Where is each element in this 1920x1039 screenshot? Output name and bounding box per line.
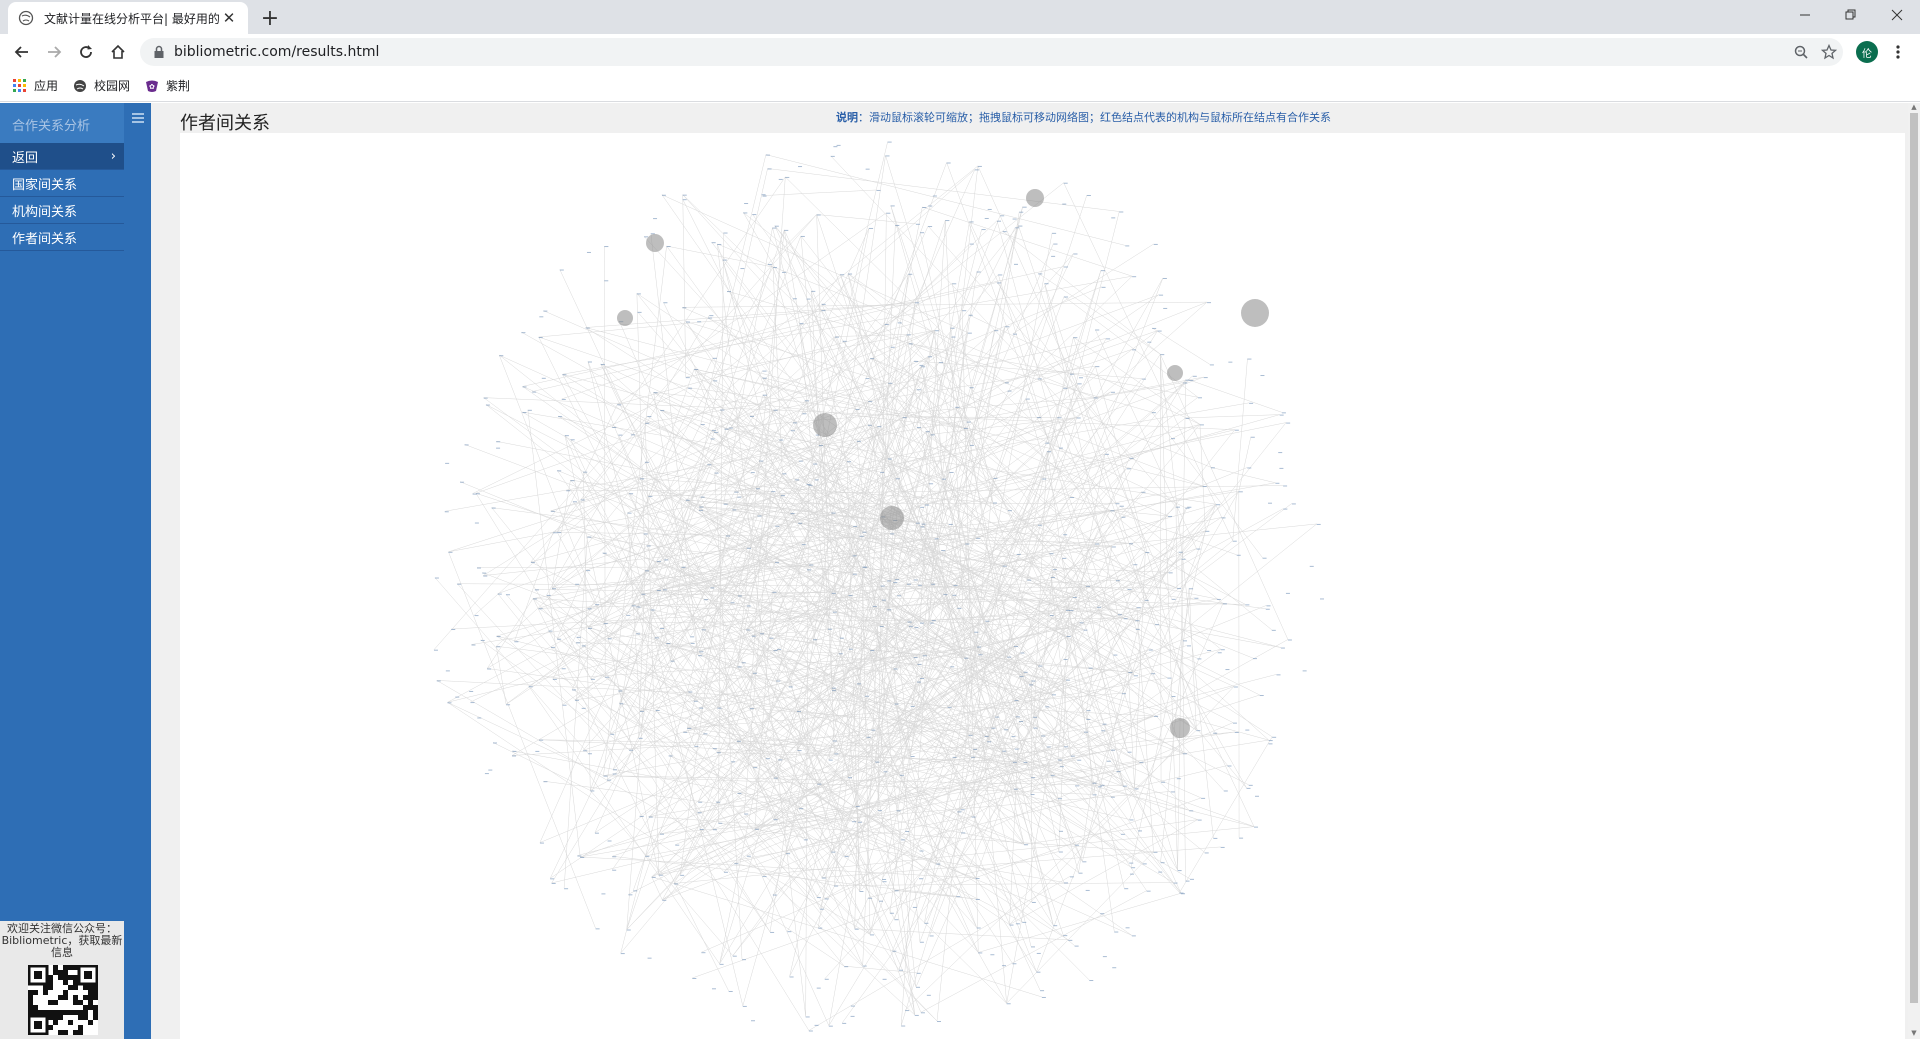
- minimize-button[interactable]: [1782, 0, 1828, 30]
- usage-notice: 说明：滑动鼠标滚轮可缩放；拖拽鼠标可移动网络图；红色结点代表的机构与鼠标所在结点…: [836, 109, 1331, 125]
- notice-text: ：滑动鼠标滚轮可缩放；拖拽鼠标可移动网络图；红色结点代表的机构与鼠标所在结点有合…: [858, 111, 1331, 124]
- globe-icon: [18, 10, 34, 26]
- page-scrollbar[interactable]: ▲ ▼: [1908, 103, 1920, 1039]
- cluster-node[interactable]: [617, 310, 633, 326]
- back-arrow-icon: [14, 46, 28, 58]
- qr-caption: 欢迎关注微信公众号：Bibliometric，获取最新信息: [1, 922, 123, 959]
- close-tab-icon[interactable]: ✕: [222, 9, 236, 27]
- sidebar-menu: 返回 › 国家间关系 机构间关系 作者间关系: [0, 143, 124, 251]
- main-content: 作者间关系 说明：滑动鼠标滚轮可缩放；拖拽鼠标可移动网络图；红色结点代表的机构与…: [152, 103, 1920, 1039]
- bookmark-label: 应用: [34, 79, 59, 93]
- reload-button[interactable]: [72, 38, 100, 66]
- chevron-right-icon: ›: [110, 149, 116, 164]
- address-bar[interactable]: bibliometric.com/results.html: [140, 38, 1843, 66]
- bookmarks-bar: 应用 校园网 ✿ 紫荆: [0, 70, 1920, 102]
- cluster-node[interactable]: [813, 413, 837, 437]
- svg-text:✿: ✿: [149, 83, 155, 91]
- browser-tab[interactable]: 文献计量在线分析平台| 最好用的 ✕: [8, 2, 248, 34]
- new-tab-button[interactable]: +: [260, 5, 280, 31]
- cluster-node[interactable]: [1170, 718, 1190, 738]
- reload-icon: [80, 45, 92, 58]
- sidebar-item-author-relations[interactable]: 作者间关系: [0, 224, 124, 251]
- sidebar-title: 合作关系分析: [12, 119, 91, 134]
- scroll-down-icon[interactable]: ▼: [1911, 1029, 1917, 1037]
- sidebar-item-label: 国家间关系: [12, 177, 78, 193]
- scroll-up-icon[interactable]: ▲: [1911, 103, 1917, 111]
- network-svg[interactable]: [180, 133, 1905, 1039]
- forward-button[interactable]: [40, 38, 68, 66]
- sidebar-item-label: 返回: [12, 150, 39, 166]
- menu-toggle-icon[interactable]: [131, 111, 145, 125]
- zijing-logo-icon: ✿: [144, 78, 160, 94]
- sidebar-item-institution-relations[interactable]: 机构间关系: [0, 197, 124, 224]
- home-icon: [111, 44, 125, 59]
- sidebar-item-back[interactable]: 返回 ›: [0, 143, 124, 170]
- cluster-node[interactable]: [1167, 365, 1183, 381]
- bookmark-apps[interactable]: 应用: [12, 77, 58, 94]
- back-button[interactable]: [8, 38, 36, 66]
- cluster-node[interactable]: [1241, 299, 1269, 327]
- bookmark-label: 紫荆: [166, 79, 191, 93]
- sidebar-item-label: 作者间关系: [12, 231, 78, 247]
- cluster-node[interactable]: [646, 234, 664, 252]
- network-edges: [433, 141, 1317, 1031]
- page-body: 合作关系分析 返回 › 国家间关系 机构间关系 作者间关系 欢迎关注微信公众号：…: [0, 103, 1920, 1039]
- network-nodes[interactable]: [433, 141, 1324, 1032]
- sidebar: 合作关系分析 返回 › 国家间关系 机构间关系 作者间关系 欢迎关注微信公众号：…: [0, 103, 124, 1039]
- bookmark-zijing[interactable]: ✿ 紫荆: [144, 77, 190, 94]
- lock-icon: [152, 45, 166, 59]
- bookmark-star-icon[interactable]: [1815, 38, 1843, 66]
- close-window-button[interactable]: [1874, 0, 1920, 30]
- cluster-node[interactable]: [1026, 189, 1044, 207]
- sidebar-item-country-relations[interactable]: 国家间关系: [0, 170, 124, 197]
- sidebar-header: 合作关系分析: [0, 103, 124, 143]
- qr-code-image: [27, 964, 99, 1036]
- more-menu-icon[interactable]: [1888, 38, 1908, 66]
- sidebar-gutter: [124, 103, 151, 1039]
- home-button[interactable]: [104, 38, 132, 66]
- profile-avatar[interactable]: 伦: [1856, 41, 1878, 63]
- url-text: bibliometric.com/results.html: [174, 44, 380, 60]
- coauthor-network-graph[interactable]: [180, 133, 1905, 1039]
- browser-toolbar: bibliometric.com/results.html 伦: [0, 34, 1920, 70]
- wechat-promo: 欢迎关注微信公众号：Bibliometric，获取最新信息: [0, 921, 124, 1039]
- zoom-icon[interactable]: [1787, 38, 1815, 66]
- tab-title: 文献计量在线分析平台| 最好用的: [44, 11, 220, 26]
- globe-icon: [72, 78, 88, 94]
- restore-button[interactable]: [1828, 0, 1874, 30]
- sidebar-item-label: 机构间关系: [12, 204, 78, 220]
- bookmark-label: 校园网: [94, 79, 131, 93]
- forward-arrow-icon: [48, 46, 62, 58]
- browser-tabbar: 文献计量在线分析平台| 最好用的 ✕ +: [0, 0, 1920, 34]
- scrollbar-thumb[interactable]: [1910, 113, 1918, 1003]
- notice-label: 说明: [836, 111, 858, 124]
- bookmark-campus-net[interactable]: 校园网: [72, 77, 130, 94]
- page-title: 作者间关系: [180, 113, 270, 134]
- cluster-node[interactable]: [880, 506, 904, 530]
- apps-grid-icon: [12, 78, 28, 94]
